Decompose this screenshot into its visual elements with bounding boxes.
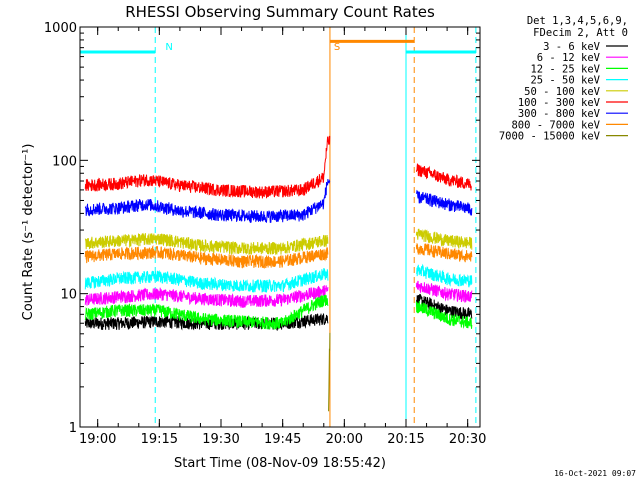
y-tick-label-0: 1 xyxy=(69,421,77,436)
series-line-5 xyxy=(84,135,472,199)
legend-header-0: Det 1,3,4,5,6,9, xyxy=(527,15,628,27)
x-tick-label-4: 20:00 xyxy=(326,432,363,447)
legend-label-2: 12 - 25 keV xyxy=(530,63,600,75)
footer-date: 16-Oct-2021 09:07 xyxy=(554,469,636,478)
x-tick-label-1: 19:15 xyxy=(141,432,178,447)
legend-label-0: 3 - 6 keV xyxy=(543,41,601,53)
annotation-1: S xyxy=(334,42,340,53)
legend-header-1: FDecim 2, Att 0 xyxy=(533,27,628,39)
x-tick-label-3: 19:45 xyxy=(264,432,301,447)
legend-label-7: 800 - 7000 keV xyxy=(511,119,600,131)
axes-frame xyxy=(79,26,481,428)
legend-label-3: 25 - 50 keV xyxy=(530,75,600,87)
series-line-2 xyxy=(84,294,473,330)
legend-label-5: 100 - 300 keV xyxy=(518,97,601,109)
y-tick-label-1: 10 xyxy=(60,288,77,303)
series-line-6 xyxy=(84,178,473,223)
legend-label-1: 6 - 12 keV xyxy=(537,52,601,64)
chart-title: RHESSI Observing Summary Count Rates xyxy=(125,3,435,21)
x-tick-label-6: 20:30 xyxy=(449,432,486,447)
x-axis-label: Start Time (08-Nov-09 18:55:42) xyxy=(174,456,386,471)
annotation-0: N xyxy=(165,42,172,53)
y-axis-label: Count Rate (s⁻¹ detector⁻¹) xyxy=(21,144,36,321)
x-tick-label-5: 20:15 xyxy=(387,432,424,447)
axes: 1 10 100 1000 19:00 19:15 19:30 19:45 20:00 20:15… xyxy=(44,21,486,447)
legend: Det 1,3,4,5,6,9,FDecim 2, Att 0 3 - 6 keV… xyxy=(499,15,628,143)
series-line-1 xyxy=(84,280,473,308)
legend-label-8: 7000 - 15000 keV xyxy=(499,131,601,143)
series-line-4 xyxy=(84,228,473,256)
series-line-3 xyxy=(84,263,473,293)
series-line-8 xyxy=(328,332,331,412)
y-tick-label-2: 100 xyxy=(52,154,77,169)
y-tick-label-3: 1000 xyxy=(44,21,77,36)
legend-label-4: 50 - 100 keV xyxy=(524,86,601,98)
legend-label-6: 300 - 800 keV xyxy=(518,108,601,120)
series-line-7 xyxy=(84,242,473,269)
x-tick-label-2: 19:30 xyxy=(202,432,239,447)
x-tick-label-0: 19:00 xyxy=(79,432,116,447)
